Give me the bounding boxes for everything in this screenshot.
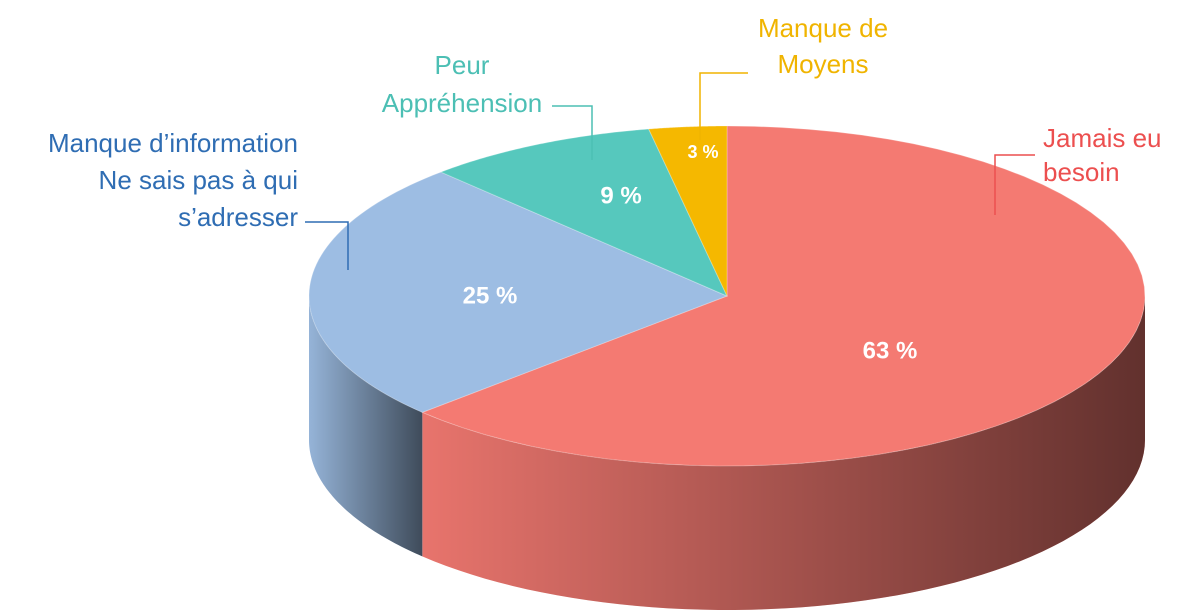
leader-line — [305, 221, 349, 270]
leader-line — [552, 105, 593, 160]
category-label: Manque d’information — [48, 128, 298, 158]
slice — [420, 125, 1146, 467]
slice — [439, 128, 729, 297]
slice — [308, 171, 729, 413]
leader-line — [699, 72, 748, 140]
category-label: Peur — [435, 50, 490, 80]
category-label: Manque de — [758, 13, 888, 43]
category-label: s’adresser — [178, 202, 298, 232]
category-label: Jamais eu — [1043, 123, 1162, 153]
category-label: Moyens — [777, 49, 868, 79]
value-label: 25 % — [463, 282, 518, 309]
leader-line — [994, 154, 1035, 215]
value-label: 63 % — [863, 337, 918, 364]
slice-side-shade — [309, 296, 423, 557]
category-label: Appréhension — [382, 88, 542, 118]
category-label: Ne sais pas à qui — [99, 165, 298, 195]
value-label: 9 % — [600, 182, 641, 209]
value-label: 3 % — [687, 142, 718, 162]
slice-side-shade — [422, 296, 1145, 610]
slice — [647, 125, 728, 297]
category-label: besoin — [1043, 157, 1120, 187]
